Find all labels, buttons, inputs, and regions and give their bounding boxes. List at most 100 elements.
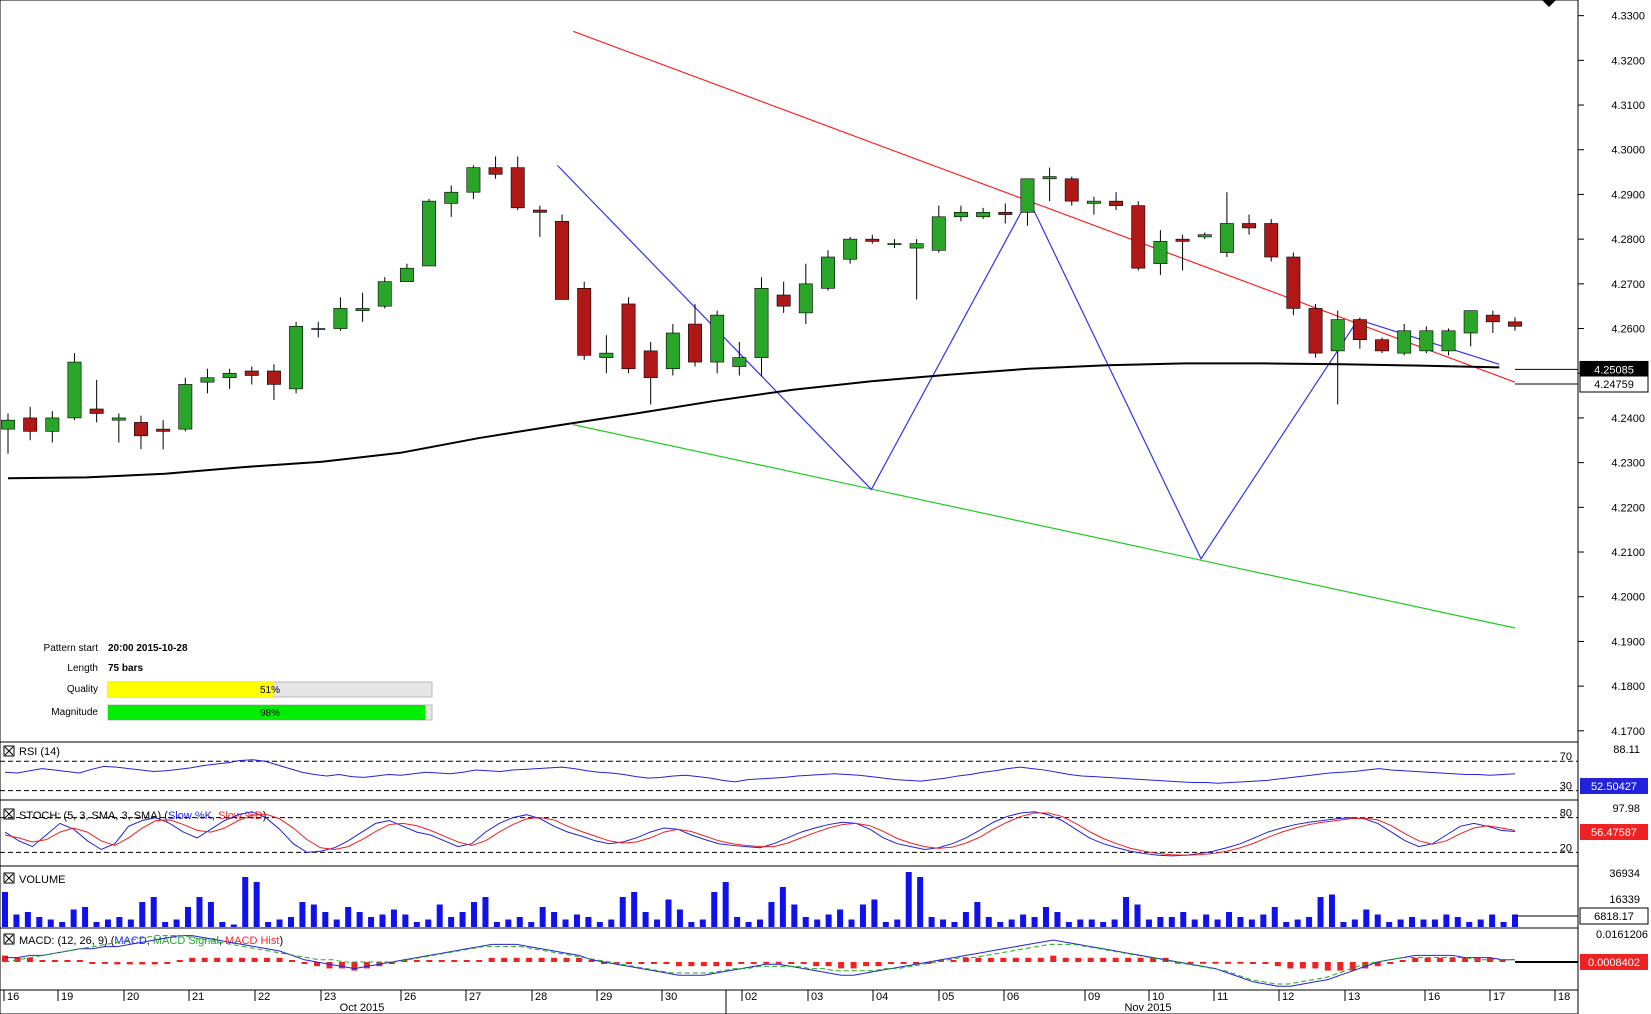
candle-body: [1264, 223, 1279, 258]
candle: [1463, 310, 1478, 347]
macd-hist-bar: [800, 962, 807, 964]
day-label: 09: [1088, 991, 1100, 1003]
candle: [510, 156, 525, 211]
macd-hist-bar: [750, 962, 757, 964]
macd-tag-text: 0.0008402: [1588, 957, 1640, 969]
chevron-down-icon[interactable]: [1542, 0, 1556, 7]
macd-hist-bar: [1062, 957, 1069, 962]
candle: [1064, 176, 1079, 206]
candle: [1175, 234, 1190, 271]
candle: [688, 303, 702, 367]
macd-hist-bar: [26, 957, 33, 962]
volume-bar: [1088, 919, 1095, 927]
volume-bar: [951, 922, 958, 927]
price-tick-label: 4.2800: [1611, 234, 1645, 246]
candle-body: [599, 352, 614, 358]
macd-legend-signal: MACD Signal: [153, 935, 219, 947]
macd-hist-bar: [463, 960, 470, 962]
macd-scale-top: 0.0161206: [1596, 929, 1648, 941]
volume-bar: [1409, 917, 1416, 927]
macd-hist-bar: [289, 960, 296, 962]
candle: [998, 203, 1013, 224]
macd-hist-bar: [101, 962, 108, 964]
volume-bar: [1294, 919, 1301, 927]
macd-hist-bar: [1249, 962, 1256, 964]
candle: [1197, 232, 1212, 240]
volume-bar: [676, 909, 683, 927]
macd-hist-bar: [962, 957, 969, 962]
candle: [532, 205, 547, 237]
candle: [399, 263, 414, 282]
volume-bar: [436, 904, 443, 927]
macd-hist-bar: [338, 962, 345, 969]
macd-hist-bar: [700, 962, 707, 967]
candle: [1419, 326, 1434, 354]
candle-body: [200, 377, 215, 383]
candle: [1020, 178, 1035, 226]
volume-bar: [1306, 917, 1313, 927]
volume-bar: [265, 922, 272, 927]
day-label: 22: [258, 991, 270, 1003]
candle-body: [688, 323, 702, 363]
macd-hist-bar: [51, 960, 58, 962]
candle: [1286, 252, 1301, 316]
macd-hist-bar: [1299, 962, 1306, 969]
candle: [599, 335, 614, 374]
candle: [1352, 317, 1367, 349]
macd-hist-bar: [1212, 961, 1219, 964]
macd-hist-bar: [838, 962, 845, 969]
day-label: 30: [665, 991, 677, 1003]
volume-bar: [1328, 894, 1335, 927]
candle: [1131, 201, 1146, 271]
volume-bar: [894, 919, 901, 927]
candle: [422, 198, 437, 267]
candle-body: [577, 288, 592, 356]
volume-title: VOLUME: [19, 874, 65, 886]
candle-body: [1508, 321, 1522, 327]
volume-bar: [1157, 917, 1164, 927]
macd-hist-bar: [1262, 962, 1269, 964]
volume-bar: [1100, 922, 1107, 927]
volume-bar: [1374, 914, 1381, 927]
volume-bar: [882, 922, 889, 927]
volume-bar: [1111, 919, 1118, 927]
macd-hist-bar: [401, 960, 408, 962]
candle: [45, 411, 60, 443]
candle-body: [134, 422, 148, 437]
macd-hist-bar: [1025, 957, 1032, 962]
volume-bar: [757, 919, 763, 927]
volume-bar: [711, 892, 718, 927]
price-pane[interactable]: [0, 0, 1579, 743]
candle-body: [266, 370, 281, 385]
macd-hist-bar: [975, 957, 982, 962]
candle-body: [289, 326, 304, 390]
volume-bar: [139, 902, 146, 927]
macd-hist-bar: [763, 961, 770, 964]
volume-bar: [551, 912, 558, 927]
macd-hist-bar: [1125, 957, 1132, 962]
candle: [710, 310, 725, 374]
macd-hist-bar: [526, 957, 533, 962]
volume-bar: [1180, 912, 1187, 927]
macd-hist-bar: [551, 957, 558, 962]
candle-body: [466, 167, 481, 193]
macd-hist-bar: [1075, 957, 1082, 962]
volume-bar: [1020, 914, 1027, 927]
candle-body: [156, 428, 171, 432]
volume-bar: [585, 917, 592, 927]
macd-hist-bar: [476, 960, 483, 962]
macd-hist-bar: [438, 960, 445, 962]
volume-bar: [768, 902, 775, 927]
candle-body: [399, 267, 414, 282]
candle: [67, 353, 82, 421]
candle: [134, 415, 148, 450]
macd-hist-bar: [1112, 957, 1119, 962]
candle: [488, 156, 503, 179]
candle-body: [1441, 330, 1456, 352]
day-label: 17: [1493, 991, 1505, 1003]
volume-bar: [276, 919, 283, 927]
macd-hist-bar: [1050, 955, 1057, 962]
candle-body: [1419, 330, 1434, 352]
day-label: 29: [600, 991, 612, 1003]
